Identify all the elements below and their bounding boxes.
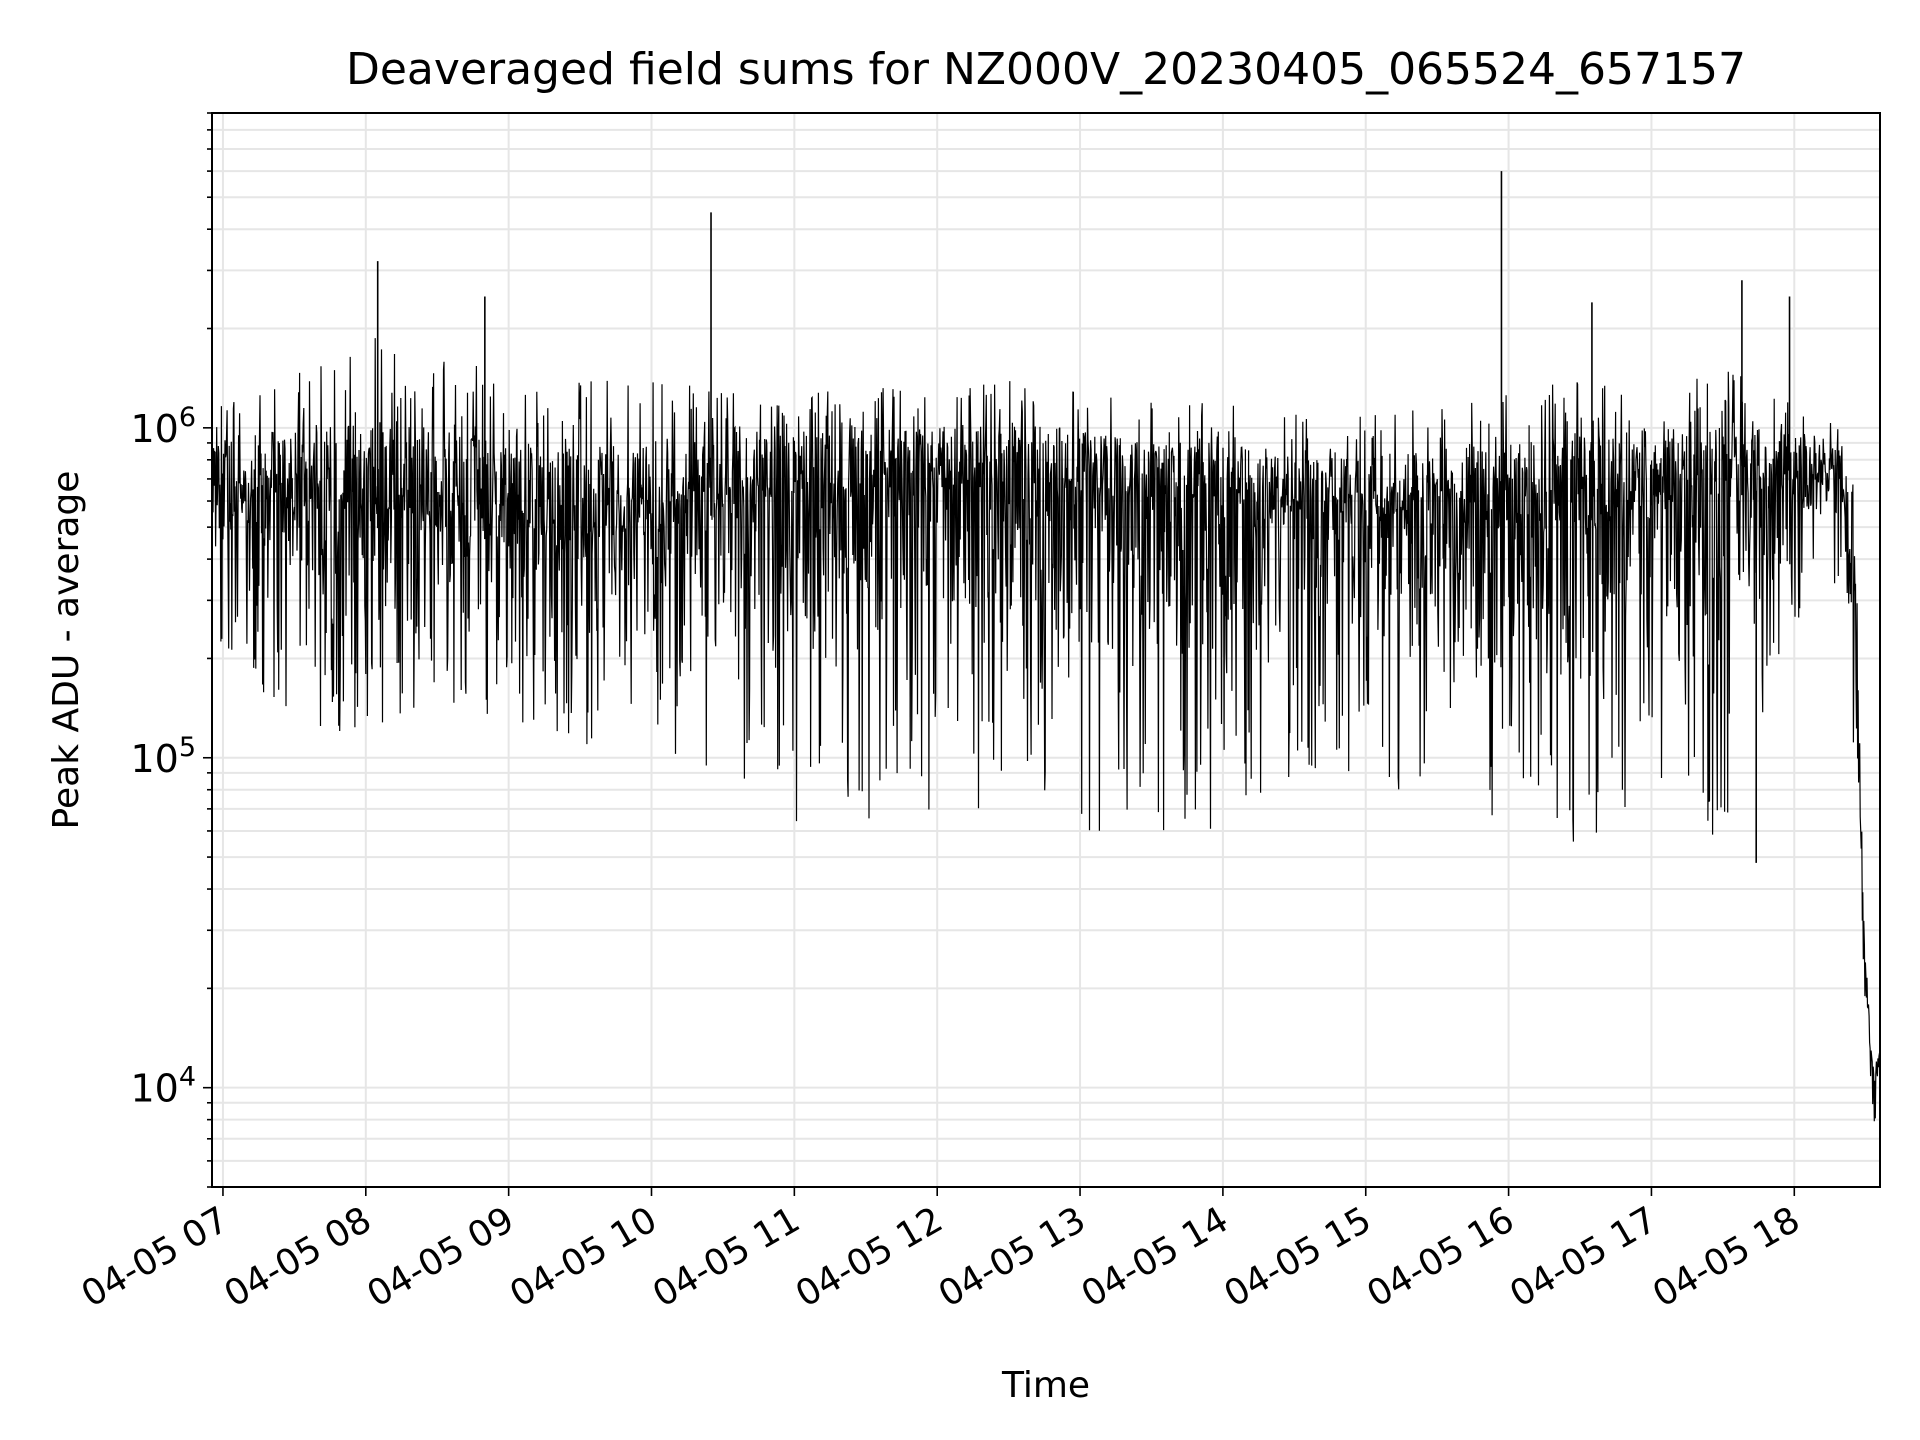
chart-title: Deaveraged field sums for NZ000V_2023040… <box>346 44 1746 95</box>
plot-frame <box>211 112 1881 1188</box>
series-group <box>211 171 1881 1122</box>
y-axis-label: Peak ADU - average <box>46 471 87 830</box>
series-line <box>211 338 1881 1122</box>
y-tick-label: 106 <box>130 402 196 451</box>
y-tick-label: 104 <box>130 1062 196 1111</box>
y-tick-label: 105 <box>130 732 196 781</box>
x-axis-label: Time <box>1001 1365 1090 1406</box>
y-axis: 104 105 106 <box>130 112 212 1188</box>
